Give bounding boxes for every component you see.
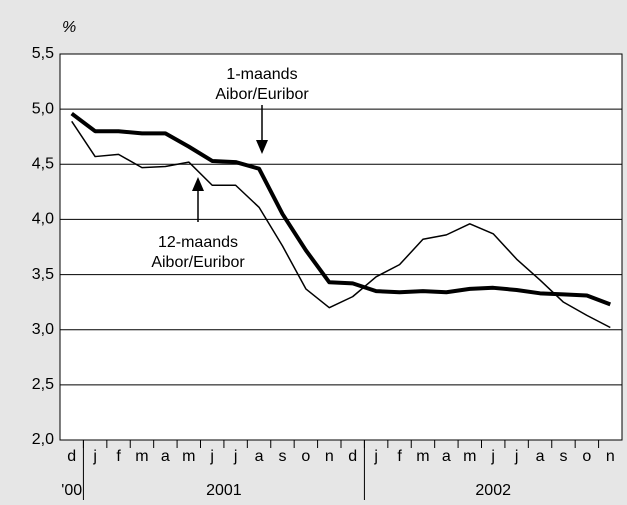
x-tick-label: j	[490, 448, 495, 465]
x-tick-label: a	[161, 448, 170, 465]
x-tick-label: a	[442, 448, 451, 465]
series-line	[71, 120, 611, 329]
x-tick-label: m	[416, 448, 429, 465]
x-tick-label: j	[514, 448, 519, 465]
y-tick-label: 3,5	[32, 266, 54, 283]
x-tick-label: m	[463, 448, 476, 465]
x-tick-label: m	[182, 448, 195, 465]
x-tick-label: a	[536, 448, 545, 465]
x-tick-label: f	[116, 448, 121, 465]
x-tick-label: j	[373, 448, 378, 465]
x-tick-label: f	[397, 448, 402, 465]
plot-area	[59, 53, 623, 441]
year-label: '00	[61, 482, 82, 499]
year-label: 2001	[206, 482, 242, 499]
arrow-head	[256, 140, 268, 154]
x-tick-label: j	[92, 448, 97, 465]
x-tick-label: a	[255, 448, 264, 465]
annotation-text: Aibor/Euribor	[215, 86, 309, 103]
y-axis-label: %	[62, 19, 76, 36]
x-tick-label: m	[135, 448, 148, 465]
y-tick-label: 2,0	[32, 431, 54, 448]
y-tick-label: 4,0	[32, 211, 54, 228]
x-tick-label: d	[67, 448, 76, 465]
y-tick-label: 2,5	[32, 376, 54, 393]
x-tick-label: n	[606, 448, 615, 465]
x-tick-label: o	[301, 448, 310, 465]
annotation-text: 12-maands	[158, 234, 238, 251]
annotation-text: Aibor/Euribor	[151, 254, 245, 271]
annotation-text: 1-maands	[226, 66, 297, 83]
y-tick-label: 5,0	[32, 100, 54, 117]
y-tick-label: 3,0	[32, 321, 54, 338]
arrow-head	[192, 177, 204, 191]
x-tick-label: s	[278, 448, 286, 465]
x-tick-label: j	[209, 448, 214, 465]
y-tick-label: 5,5	[32, 45, 54, 62]
year-label: 2002	[475, 482, 511, 499]
x-tick-label: o	[582, 448, 591, 465]
y-tick-label: 4,5	[32, 156, 54, 173]
series-line	[70, 111, 611, 307]
x-tick-label: s	[559, 448, 567, 465]
x-tick-label: d	[348, 448, 357, 465]
x-tick-label: j	[233, 448, 238, 465]
x-tick-label: n	[325, 448, 334, 465]
